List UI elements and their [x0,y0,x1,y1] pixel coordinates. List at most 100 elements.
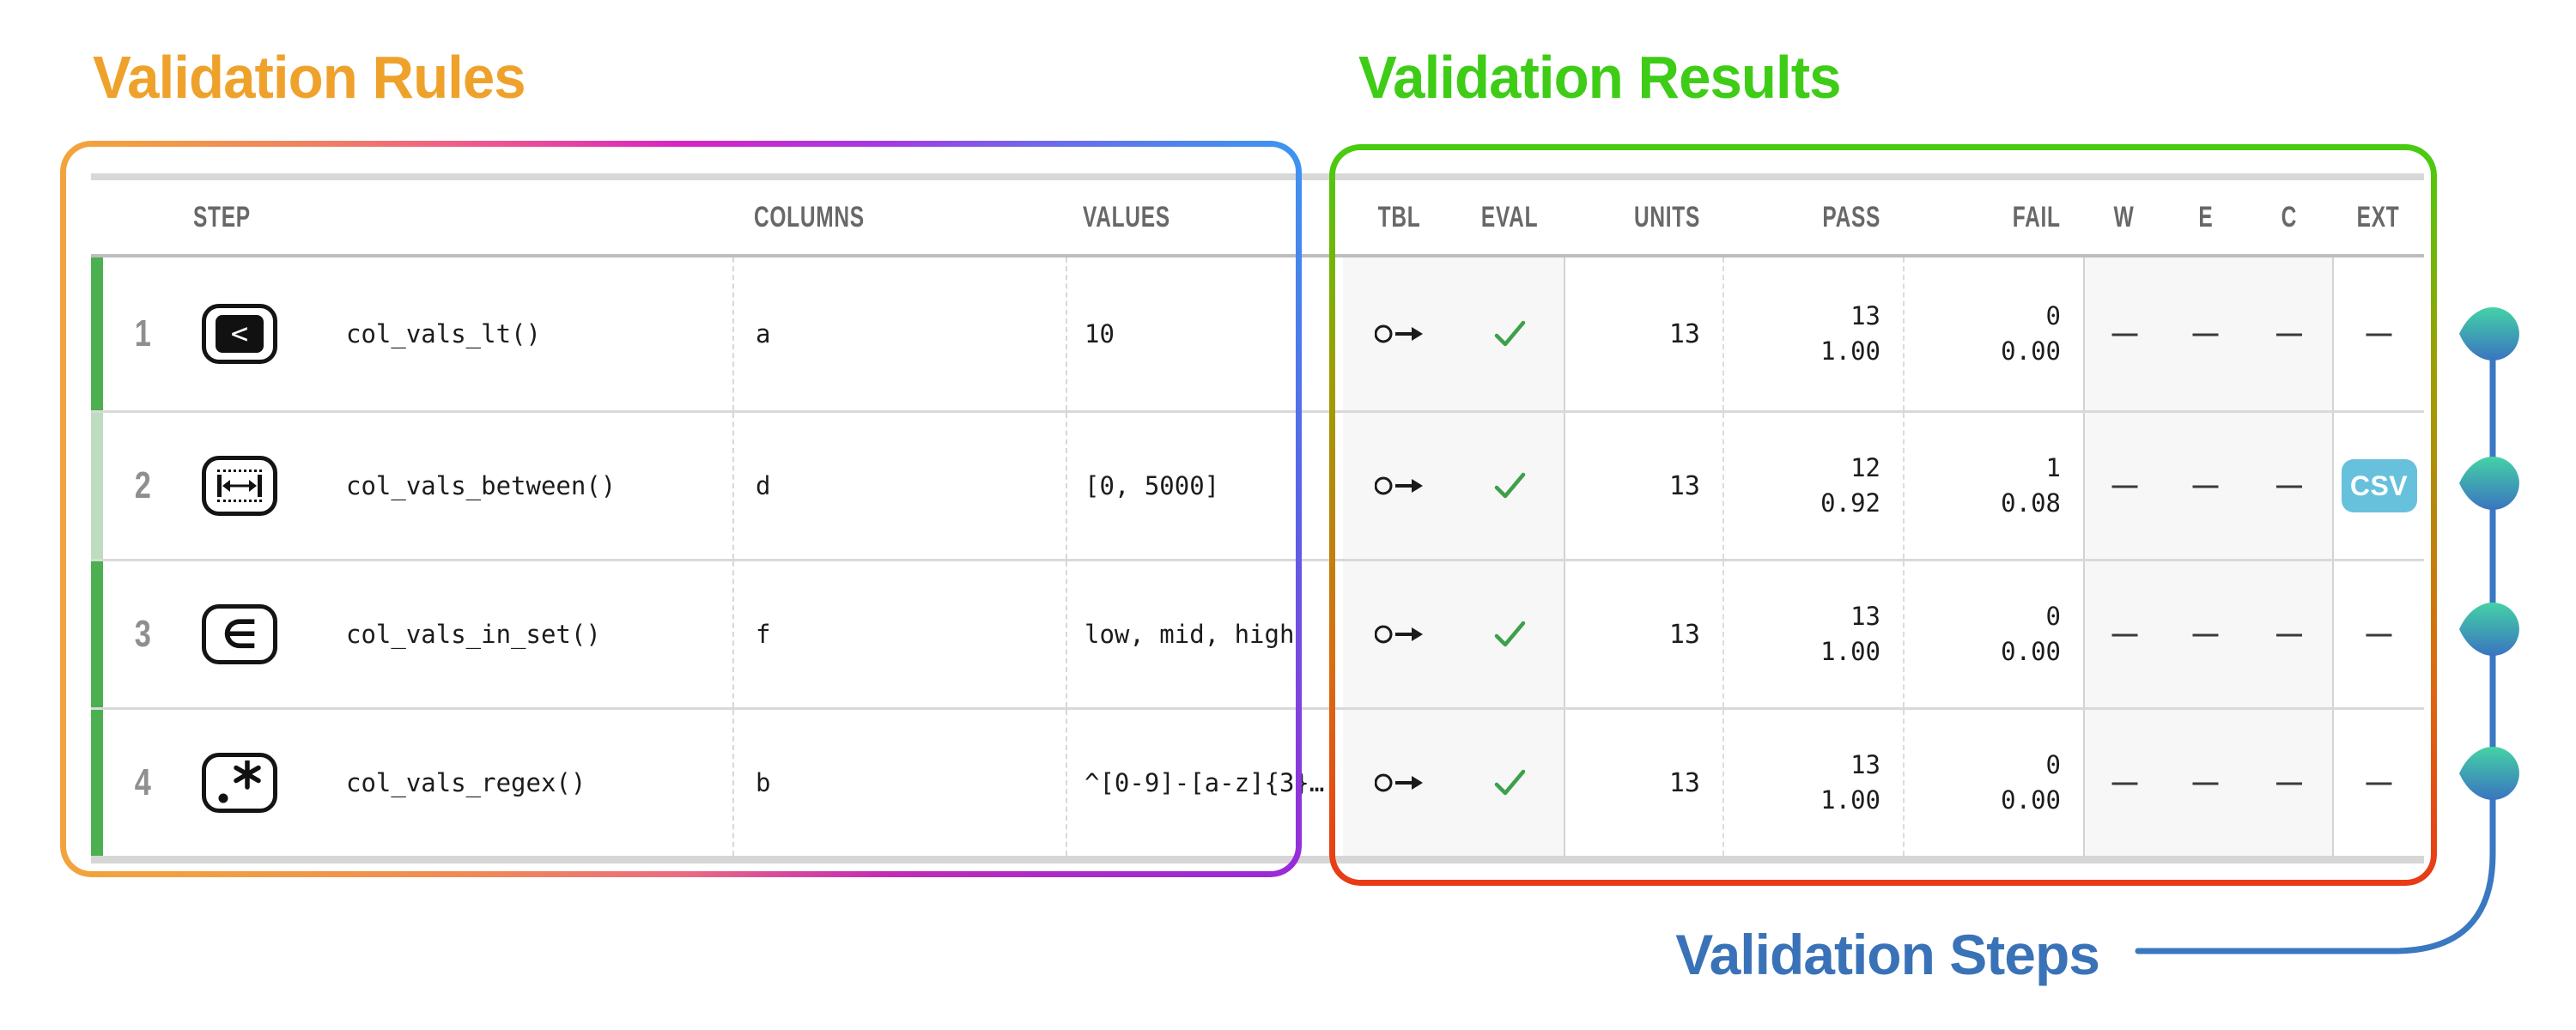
extract-cell: — [2332,561,2424,707]
critical-value: — [2246,710,2332,856]
values-value: ^[0-9]-[a-z]{3}… [1066,710,1324,856]
values-value: low, mid, high [1066,561,1315,707]
results-title: Validation Results [1358,44,1841,111]
columns-value: d [732,413,1066,559]
table-bottom-bar [91,856,2424,863]
step-markers [2459,307,2519,800]
eval-cell [1456,413,1564,559]
table-arrow-icon [1375,324,1423,343]
step-icon-cell [182,710,297,856]
warn-value: — [2083,413,2165,559]
error-value: — [2165,258,2246,410]
warn-value: — [2083,561,2165,707]
step-function: col_vals_in_set() [346,620,601,649]
critical-value: — [2246,413,2332,559]
header-ext: EXT [2356,200,2400,233]
table-arrow-icon [1375,476,1423,495]
header-values: VALUES [1083,200,1170,233]
units-value: 13 [1564,258,1722,410]
step-number: 2 [134,464,151,506]
step-marker-icon [2459,747,2519,800]
step-marker-icon [2459,307,2519,360]
pass-value: 12 0.92 [1722,413,1903,559]
tbl-cell [1343,710,1456,856]
validation-table: STEP COLUMNS VALUES TBL EVAL UNITS PASS … [91,173,2424,863]
steps-title: Validation Steps [1675,923,2100,986]
units-value: 13 [1564,561,1722,707]
units-value: 13 [1564,413,1722,559]
pass-value: 13 1.00 [1722,258,1903,410]
extract-cell: — [2332,258,2424,410]
header-units: UNITS [1633,200,1700,233]
header-e: E [2197,200,2214,233]
units-value: 13 [1564,710,1722,856]
in-set-icon: ∈ [202,604,277,664]
table-arrow-icon [1375,625,1423,644]
step-function: col_vals_between() [346,471,617,500]
critical-value: — [2246,258,2332,410]
status-strip [91,561,103,707]
table-arrow-icon [1375,773,1423,792]
table-row: 2 col_vals_between() d [0, 5000] [91,410,2424,559]
header-w: W [2113,200,2135,233]
header-fail: FAIL [2013,200,2061,233]
critical-value: — [2246,561,2332,707]
header-columns: COLUMNS [754,200,865,233]
error-value: — [2165,710,2246,856]
header-eval: EVAL [1481,200,1539,233]
check-icon [1494,621,1525,647]
step-function: col_vals_regex() [346,768,586,797]
extract-cell: — [2332,710,2424,856]
tbl-cell [1343,561,1456,707]
table-row: 3 ∈ col_vals_in_set() f low, mid, high 1… [91,559,2424,707]
check-icon [1494,769,1525,796]
csv-download-button[interactable]: CSV [2341,459,2417,512]
values-value: 10 [1066,258,1315,410]
fail-value: 0 0.00 [1903,710,2083,856]
step-icon-cell [182,413,297,559]
fail-value: 0 0.00 [1903,561,2083,707]
step-function: col_vals_lt() [346,319,541,348]
warn-value: — [2083,710,2165,856]
pass-value: 13 1.00 [1722,561,1903,707]
regex-icon [202,753,277,813]
header-c: C [2281,200,2298,233]
eval-cell [1456,561,1564,707]
step-number: 3 [134,613,151,655]
status-strip [91,258,103,410]
step-marker-icon [2459,457,2519,510]
header-pass: PASS [1822,200,1880,233]
check-icon [1494,320,1525,347]
less-than-icon: < [202,304,277,364]
tbl-cell [1343,413,1456,559]
fail-value: 0 0.00 [1903,258,2083,410]
columns-value: b [732,710,1066,856]
table-row: 1 < col_vals_lt() a 10 13 13 1.00 0 0.00 —… [91,258,2424,410]
step-icon-cell: < [182,258,297,410]
status-strip [91,413,103,559]
table-row: 4 col_vals_regex() [91,707,2424,856]
status-strip [91,710,103,856]
columns-value: a [732,258,1066,410]
step-number: 4 [134,761,151,803]
values-value: [0, 5000] [1066,413,1315,559]
fail-value: 1 0.08 [1903,413,2083,559]
step-number: 1 [134,312,151,354]
eval-cell [1456,710,1564,856]
error-value: — [2165,413,2246,559]
step-icon-cell: ∈ [182,561,297,707]
rules-title: Validation Rules [93,44,526,111]
columns-value: f [732,561,1066,707]
extract-cell: CSV [2332,413,2424,559]
pass-value: 13 1.00 [1722,710,1903,856]
warn-value: — [2083,258,2165,410]
header-step: STEP [193,200,251,233]
tbl-cell [1343,258,1456,410]
check-icon [1494,472,1525,499]
error-value: — [2165,561,2246,707]
between-icon [202,456,277,516]
step-marker-icon [2459,603,2519,656]
table-header-row: STEP COLUMNS VALUES TBL EVAL UNITS PASS … [91,173,2424,258]
header-tbl: TBL [1378,200,1421,233]
